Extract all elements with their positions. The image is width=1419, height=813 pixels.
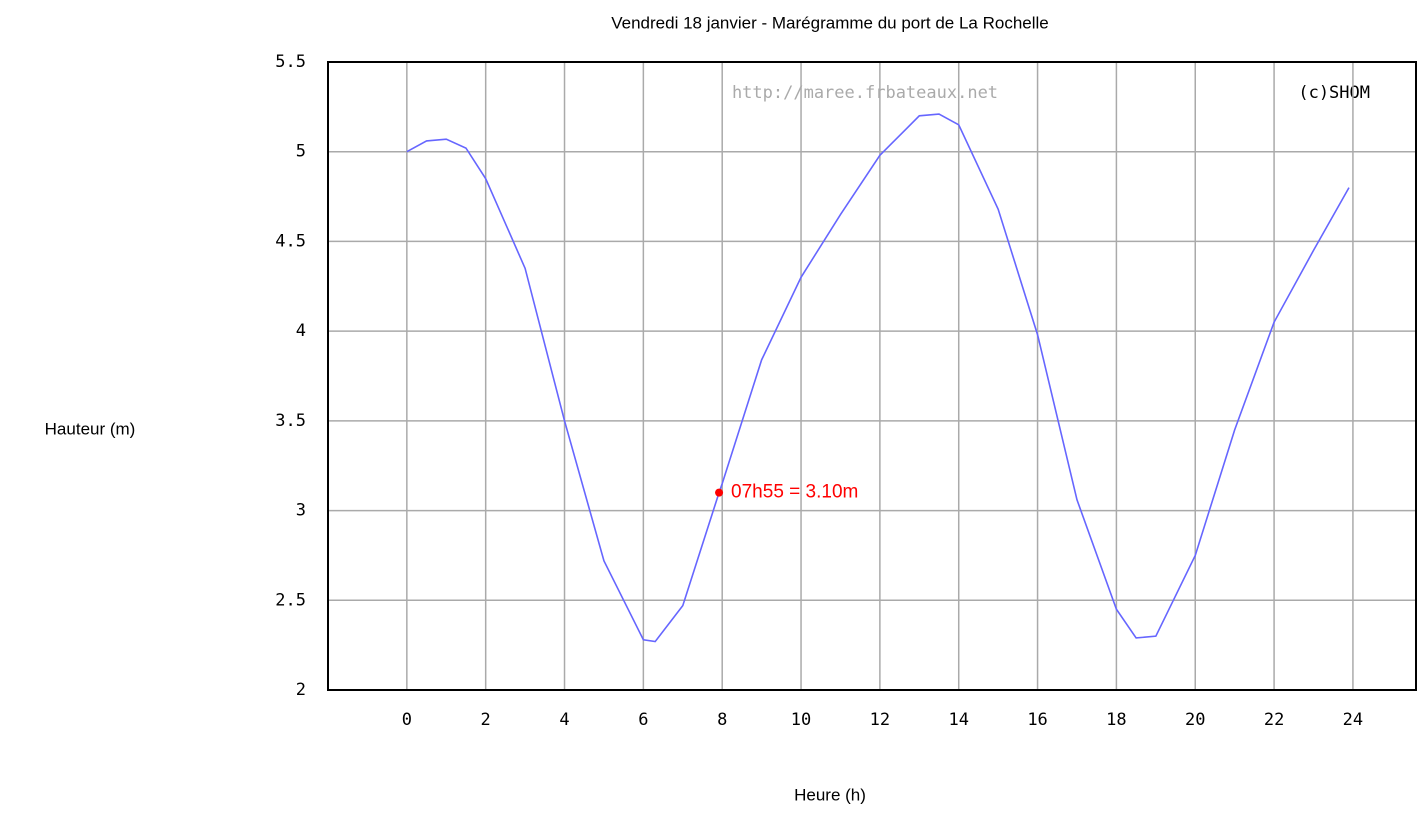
x-tick-label: 24 bbox=[1343, 710, 1363, 730]
y-tick-label: 3 bbox=[296, 501, 306, 521]
y-tick-label: 4 bbox=[296, 321, 306, 341]
chart-title: Vendredi 18 janvier - Marégramme du port… bbox=[611, 13, 1049, 32]
x-tick-label: 8 bbox=[717, 710, 727, 730]
x-tick-label: 6 bbox=[638, 710, 648, 730]
current-point-label: 07h55 = 3.10m bbox=[731, 482, 858, 503]
y-tick-label: 4.5 bbox=[275, 231, 306, 251]
x-tick-label: 16 bbox=[1027, 710, 1047, 730]
plot-frame bbox=[327, 61, 1417, 691]
x-axis-label: Heure (h) bbox=[794, 785, 866, 804]
x-tick-label: 10 bbox=[791, 710, 811, 730]
x-tick-label: 20 bbox=[1185, 710, 1205, 730]
current-point bbox=[715, 488, 724, 497]
tide-line bbox=[406, 113, 1350, 643]
y-tick-label: 5 bbox=[296, 142, 306, 162]
y-tick-label: 3.5 bbox=[275, 411, 306, 431]
x-tick-label: 22 bbox=[1264, 710, 1284, 730]
x-tick-label: 14 bbox=[948, 710, 968, 730]
x-tick-label: 4 bbox=[559, 710, 569, 730]
y-tick-label: 2 bbox=[296, 680, 306, 700]
watermark: http://maree.frbateaux.net bbox=[732, 83, 998, 103]
x-tick-label: 0 bbox=[402, 710, 412, 730]
x-tick-label: 2 bbox=[481, 710, 491, 730]
x-tick-label: 18 bbox=[1106, 710, 1126, 730]
x-tick-label: 12 bbox=[870, 710, 890, 730]
y-tick-label: 2.5 bbox=[275, 590, 306, 610]
credit: (c)SHOM bbox=[1298, 83, 1370, 103]
y-tick-label: 5.5 bbox=[275, 52, 306, 72]
y-axis-label: Hauteur (m) bbox=[45, 419, 136, 438]
